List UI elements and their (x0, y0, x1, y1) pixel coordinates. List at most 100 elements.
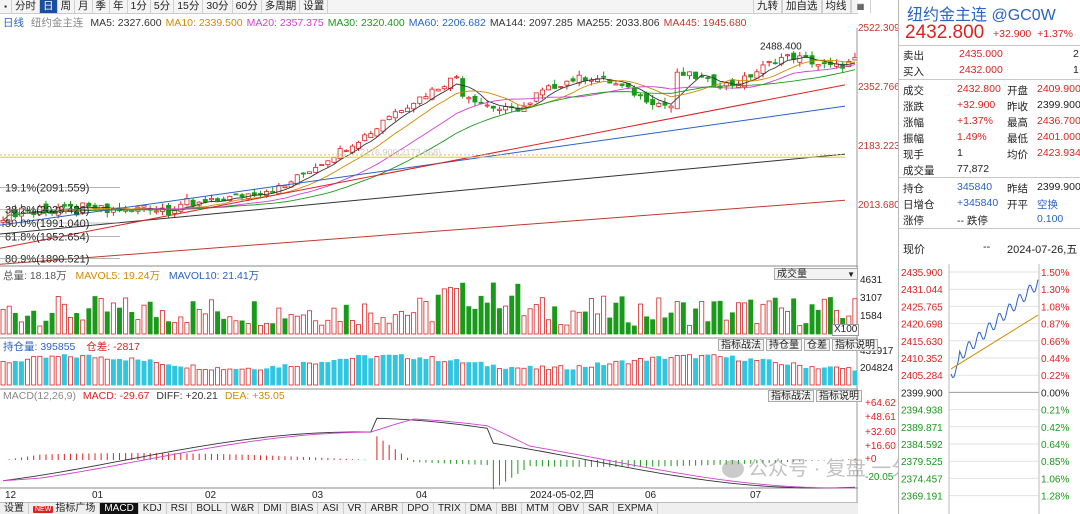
candle-23 (141, 205, 147, 208)
timeshare-chart[interactable]: 2435.900 1.50% 2431.044 1.30% 2425.765 1.08% 2… (899, 264, 1080, 514)
vol-bar-1 (6, 305, 12, 335)
toolbar-btn-2[interactable]: 均线 (821, 0, 851, 13)
main-y-tick-2: 2183.223 (858, 141, 900, 152)
oi-btn-3[interactable]: 指标说明 (832, 339, 878, 351)
period-1[interactable]: 日 (40, 0, 58, 13)
q-v2-1: 2399.900 (1037, 99, 1080, 111)
tab-wr-7[interactable]: W&R (227, 503, 260, 514)
tab-bias-9[interactable]: BIAS (287, 503, 319, 514)
period-7[interactable]: 5分 (151, 0, 175, 13)
vol-bar-54 (331, 307, 337, 335)
candle-33 (202, 199, 208, 203)
q-l2-4: 均价 (1007, 149, 1028, 161)
vol-unit: X100 (832, 324, 860, 336)
volume-group (0, 282, 858, 335)
tab-label-15: DMA (469, 503, 492, 514)
period-9[interactable]: 30分 (203, 0, 233, 13)
period-12[interactable]: 设置 (300, 0, 329, 13)
q-l2-0: 开盘 (1007, 85, 1028, 97)
toolbar-btn-1[interactable]: 加自选 (782, 0, 822, 13)
tab-dmi-8[interactable]: DMI (259, 503, 287, 514)
q-l2-2: 最高 (1007, 117, 1028, 129)
candle-71 (435, 88, 441, 92)
grid-icon[interactable]: ▦ (850, 0, 871, 13)
sell-price: 2435.000 (959, 48, 1003, 60)
oi-bar-78 (478, 361, 484, 386)
period-10[interactable]: 60分 (233, 0, 262, 13)
oi-bar-106 (650, 356, 656, 386)
tab-sar-19[interactable]: SAR (584, 503, 614, 514)
vol-bar-128 (785, 311, 790, 335)
candle-72 (441, 86, 447, 90)
tab-vr-11[interactable]: VR (344, 503, 367, 514)
period-11[interactable]: 多周期 (262, 0, 301, 13)
toolbar-toggle-icon[interactable]: ▪ (0, 0, 12, 13)
tab-label-3: MACD (104, 503, 134, 514)
tab-label-4: KDJ (142, 503, 162, 514)
kline-chart[interactable]: 2176.900(2173.668) 19.1%(2091.559) 38.2%(2… (0, 28, 858, 502)
period-4[interactable]: 季 (93, 0, 110, 13)
tab-obv-18[interactable]: OBV (554, 503, 584, 514)
period-6[interactable]: 1分 (128, 0, 151, 13)
oi-btn-0[interactable]: 指标战法 (718, 339, 764, 351)
ts-right-tick-7: 0.00% (1041, 388, 1069, 399)
tab-mtm-17[interactable]: MTM (522, 503, 554, 514)
quote-title[interactable]: 纽约金主连 @GC0W (907, 7, 1056, 24)
period-3[interactable]: 月 (75, 0, 93, 13)
quote-row-qrows2-2: 涨停 -- 跌停 0.100 (899, 211, 1080, 227)
tab--2[interactable]: NEW 指标广场 (29, 503, 101, 514)
ts-left-tick-13: 2369.191 (901, 492, 943, 503)
q-l1-5: 成交量 (903, 165, 935, 177)
tab--0[interactable]: 设置 (0, 503, 29, 514)
toolbar-btn-0[interactable]: 九转 (753, 0, 782, 13)
oi-bar-10 (61, 354, 67, 386)
period-0[interactable]: 分时 (12, 0, 40, 13)
new-badge: NEW (33, 506, 54, 513)
vol-bar-48 (294, 315, 300, 335)
oi-bar-2 (12, 361, 18, 386)
period-8[interactable]: 15分 (174, 0, 204, 13)
tab-macd-3[interactable]: MACD (100, 503, 139, 514)
dif-line (3, 417, 855, 489)
oi-bar-91 (558, 365, 564, 386)
vol-bar-125 (766, 300, 772, 335)
vol-bar-86 (527, 308, 533, 335)
tab-rsi-5[interactable]: RSI (167, 503, 193, 514)
oi-bar-116 (711, 354, 717, 386)
period-2[interactable]: 周 (58, 0, 75, 13)
ts-left-tick-9: 2389.871 (901, 423, 943, 434)
tab-boll-6[interactable]: BOLL (192, 503, 227, 514)
macd-btn-0[interactable]: 指标战法 (768, 390, 814, 402)
vol-bar-100 (613, 302, 619, 335)
oi-btn-1[interactable]: 持仓量 (766, 339, 802, 351)
vol-bar-30 (184, 322, 190, 335)
vol-bar-119 (729, 312, 735, 335)
tab-asi-10[interactable]: ASI (318, 503, 344, 514)
tab-expma-20[interactable]: EXPMA (614, 503, 658, 514)
oi-bar-8 (49, 355, 55, 386)
tab-arbr-12[interactable]: ARBR (366, 503, 404, 514)
macd-btn-1[interactable]: 指标说明 (816, 390, 862, 402)
q-v1-1: +32.900 (957, 99, 996, 111)
oi-bar-13 (80, 355, 86, 386)
x-tick-2: 02 (205, 490, 217, 501)
oi-bar-126 (772, 362, 778, 386)
oi-bar-123 (754, 360, 760, 386)
oi-btn-2[interactable]: 仓差 (804, 339, 830, 351)
tab-bbi-16[interactable]: BBI (497, 503, 523, 514)
tab-kdj-4[interactable]: KDJ (139, 503, 167, 514)
candle-93 (570, 78, 576, 82)
tab-trix-14[interactable]: TRIX (434, 503, 466, 514)
period-5[interactable]: 年 (110, 0, 128, 13)
q-l1-1: 日增仓 (903, 199, 935, 211)
volume-selector[interactable]: 成交量 ▼ (774, 268, 858, 280)
tab-dpo-13[interactable]: DPO (403, 503, 434, 514)
q-v2-0: 2409.900 (1037, 83, 1080, 95)
candle-14 (86, 202, 92, 207)
ts-right-tick-8: 0.21% (1041, 406, 1069, 417)
vol-bar-129 (791, 298, 797, 335)
main-y-tick-3: 2013.680 (858, 200, 900, 211)
ma-item-1: MA10: 2339.500 (165, 17, 243, 29)
tab-dma-15[interactable]: DMA (466, 503, 497, 514)
oi-bar-108 (662, 358, 668, 386)
